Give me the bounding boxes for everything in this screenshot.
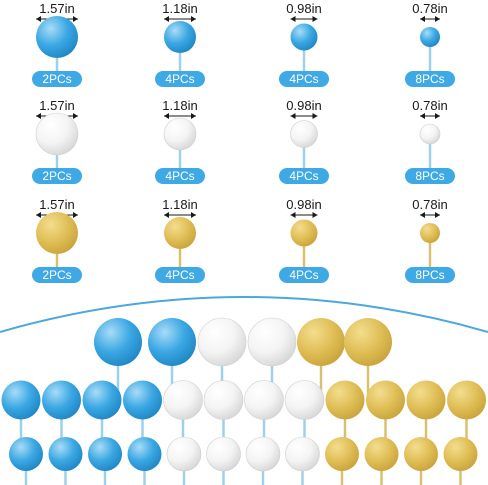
count-badge: 4PCs (279, 267, 329, 283)
count-label: 8PCs (415, 169, 444, 183)
measure-arrow (420, 113, 440, 119)
ball-white (285, 436, 320, 485)
ball-gold (164, 217, 196, 267)
size-label: 1.18in (162, 1, 197, 16)
ball-white (166, 436, 202, 485)
ball-white (206, 436, 241, 485)
ball-blue (9, 437, 43, 485)
ball-white (290, 120, 318, 168)
count-badge: 4PCs (279, 168, 329, 184)
measure-arrow (290, 212, 318, 218)
ball-gold (297, 318, 345, 396)
ball-blue (164, 21, 196, 71)
count-label: 4PCs (289, 72, 318, 86)
ball-blue (94, 318, 142, 396)
size-label: 1.57in (39, 98, 74, 113)
ball-gold (404, 437, 438, 485)
ball-gold (364, 437, 399, 485)
count-label: 4PCs (165, 72, 194, 86)
count-label: 2PCs (42, 268, 71, 282)
count-badge: 4PCs (155, 267, 205, 283)
measure-arrow (164, 212, 196, 218)
measure-arrow (420, 212, 440, 218)
divider-arc (0, 296, 488, 333)
count-badge: 2PCs (32, 168, 82, 184)
size-label: 0.98in (286, 98, 321, 113)
size-label: 0.98in (286, 197, 321, 212)
ball-gold (325, 437, 359, 485)
count-label: 4PCs (289, 268, 318, 282)
ball-blue (88, 437, 122, 485)
count-badge: 2PCs (32, 71, 82, 87)
size-grid: 1.57in 2PCs 1.18in 4PCs 0.98in 4PCs 0.78in 8PCs… (32, 1, 455, 283)
size-label: 0.78in (412, 197, 447, 212)
ball-white (419, 123, 441, 168)
size-label: 1.57in (39, 197, 74, 212)
count-label: 2PCs (42, 169, 71, 183)
ball-gold (344, 318, 392, 396)
ball-blue (127, 437, 162, 485)
ball-cluster (1, 317, 486, 485)
ball-white (245, 436, 281, 485)
ball-blue (48, 437, 83, 485)
ball-gold (290, 219, 318, 267)
measure-arrow (164, 113, 196, 119)
count-label: 4PCs (289, 169, 318, 183)
count-badge: 4PCs (279, 71, 329, 87)
count-label: 8PCs (415, 268, 444, 282)
size-label: 1.57in (39, 1, 74, 16)
size-label: 0.98in (286, 1, 321, 16)
ball-white (35, 112, 79, 168)
measure-arrow (290, 16, 318, 22)
count-badge: 4PCs (155, 168, 205, 184)
measure-arrow (290, 113, 318, 119)
measure-arrow (164, 16, 196, 22)
count-label: 4PCs (165, 169, 194, 183)
count-badge: 2PCs (32, 267, 82, 283)
ball-white (163, 117, 197, 168)
count-badge: 8PCs (405, 168, 455, 184)
measure-arrow (420, 16, 440, 22)
count-badge: 8PCs (405, 267, 455, 283)
count-badge: 4PCs (155, 71, 205, 87)
ball-gold (36, 212, 78, 267)
count-label: 8PCs (415, 72, 444, 86)
size-label: 0.78in (412, 1, 447, 16)
size-label: 1.18in (162, 197, 197, 212)
ball-blue (290, 23, 318, 71)
count-label: 2PCs (42, 72, 71, 86)
size-label: 0.78in (412, 98, 447, 113)
ball-blue (420, 27, 440, 71)
size-label: 1.18in (162, 98, 197, 113)
ball-blue (36, 16, 78, 71)
ball-gold (420, 223, 440, 267)
ball-gold (443, 437, 478, 485)
count-badge: 8PCs (405, 71, 455, 87)
count-label: 4PCs (165, 268, 194, 282)
